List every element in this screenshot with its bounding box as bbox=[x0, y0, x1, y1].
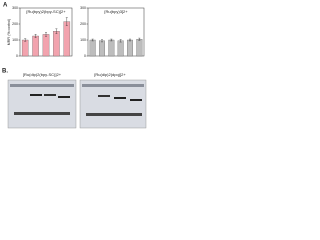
bar bbox=[32, 35, 39, 57]
bar bbox=[99, 40, 105, 57]
error-bar bbox=[110, 38, 113, 42]
y-tick-label: 0 bbox=[16, 54, 18, 58]
bar bbox=[63, 21, 71, 57]
chart-title: [Ru(bpy)3]2+ bbox=[104, 9, 128, 14]
bar bbox=[21, 39, 29, 57]
y-tick-label: 200 bbox=[80, 22, 86, 26]
chart-title: [Ru(bpy)2(bpy-SC)]2+ bbox=[26, 9, 66, 14]
y-tick-label: 100 bbox=[12, 38, 18, 42]
y-tick-label: 300 bbox=[12, 6, 18, 10]
bar bbox=[136, 39, 143, 57]
y-tick-label: 100 bbox=[80, 38, 86, 42]
bar bbox=[89, 39, 96, 57]
error-bar bbox=[55, 28, 58, 34]
error-bar bbox=[101, 39, 103, 43]
gel bbox=[7, 79, 77, 129]
error-bar bbox=[138, 37, 141, 41]
panel-label: B. bbox=[2, 69, 8, 75]
error-bar bbox=[119, 39, 122, 43]
plot-frame bbox=[87, 7, 145, 57]
error-bar bbox=[129, 38, 131, 42]
error-bar bbox=[24, 38, 27, 42]
gel-title: [Ru(dip)2(dpq)]2+ bbox=[94, 72, 126, 77]
error-bar bbox=[45, 32, 47, 37]
y-tick-label: 0 bbox=[84, 54, 86, 58]
y-axis-label: MRFI (% control) bbox=[7, 19, 11, 45]
gel bbox=[79, 79, 147, 129]
bar bbox=[108, 39, 115, 57]
gel-title: [Ru(dip)2(bpy-SC)]2+ bbox=[23, 72, 62, 77]
bar bbox=[53, 31, 60, 57]
error-bar bbox=[65, 17, 68, 26]
error-bar bbox=[34, 34, 37, 38]
error-bar bbox=[91, 38, 94, 42]
bar bbox=[42, 34, 50, 57]
panel-label: A bbox=[3, 3, 8, 9]
bar bbox=[117, 40, 124, 57]
y-tick-label: 200 bbox=[12, 22, 18, 26]
y-tick-label: 300 bbox=[80, 6, 86, 10]
figure: A B. [Ru(dip)2(bpy-SC)]2+ [Ru(dip)2(dpq)… bbox=[2, 3, 147, 129]
bar bbox=[127, 39, 133, 57]
